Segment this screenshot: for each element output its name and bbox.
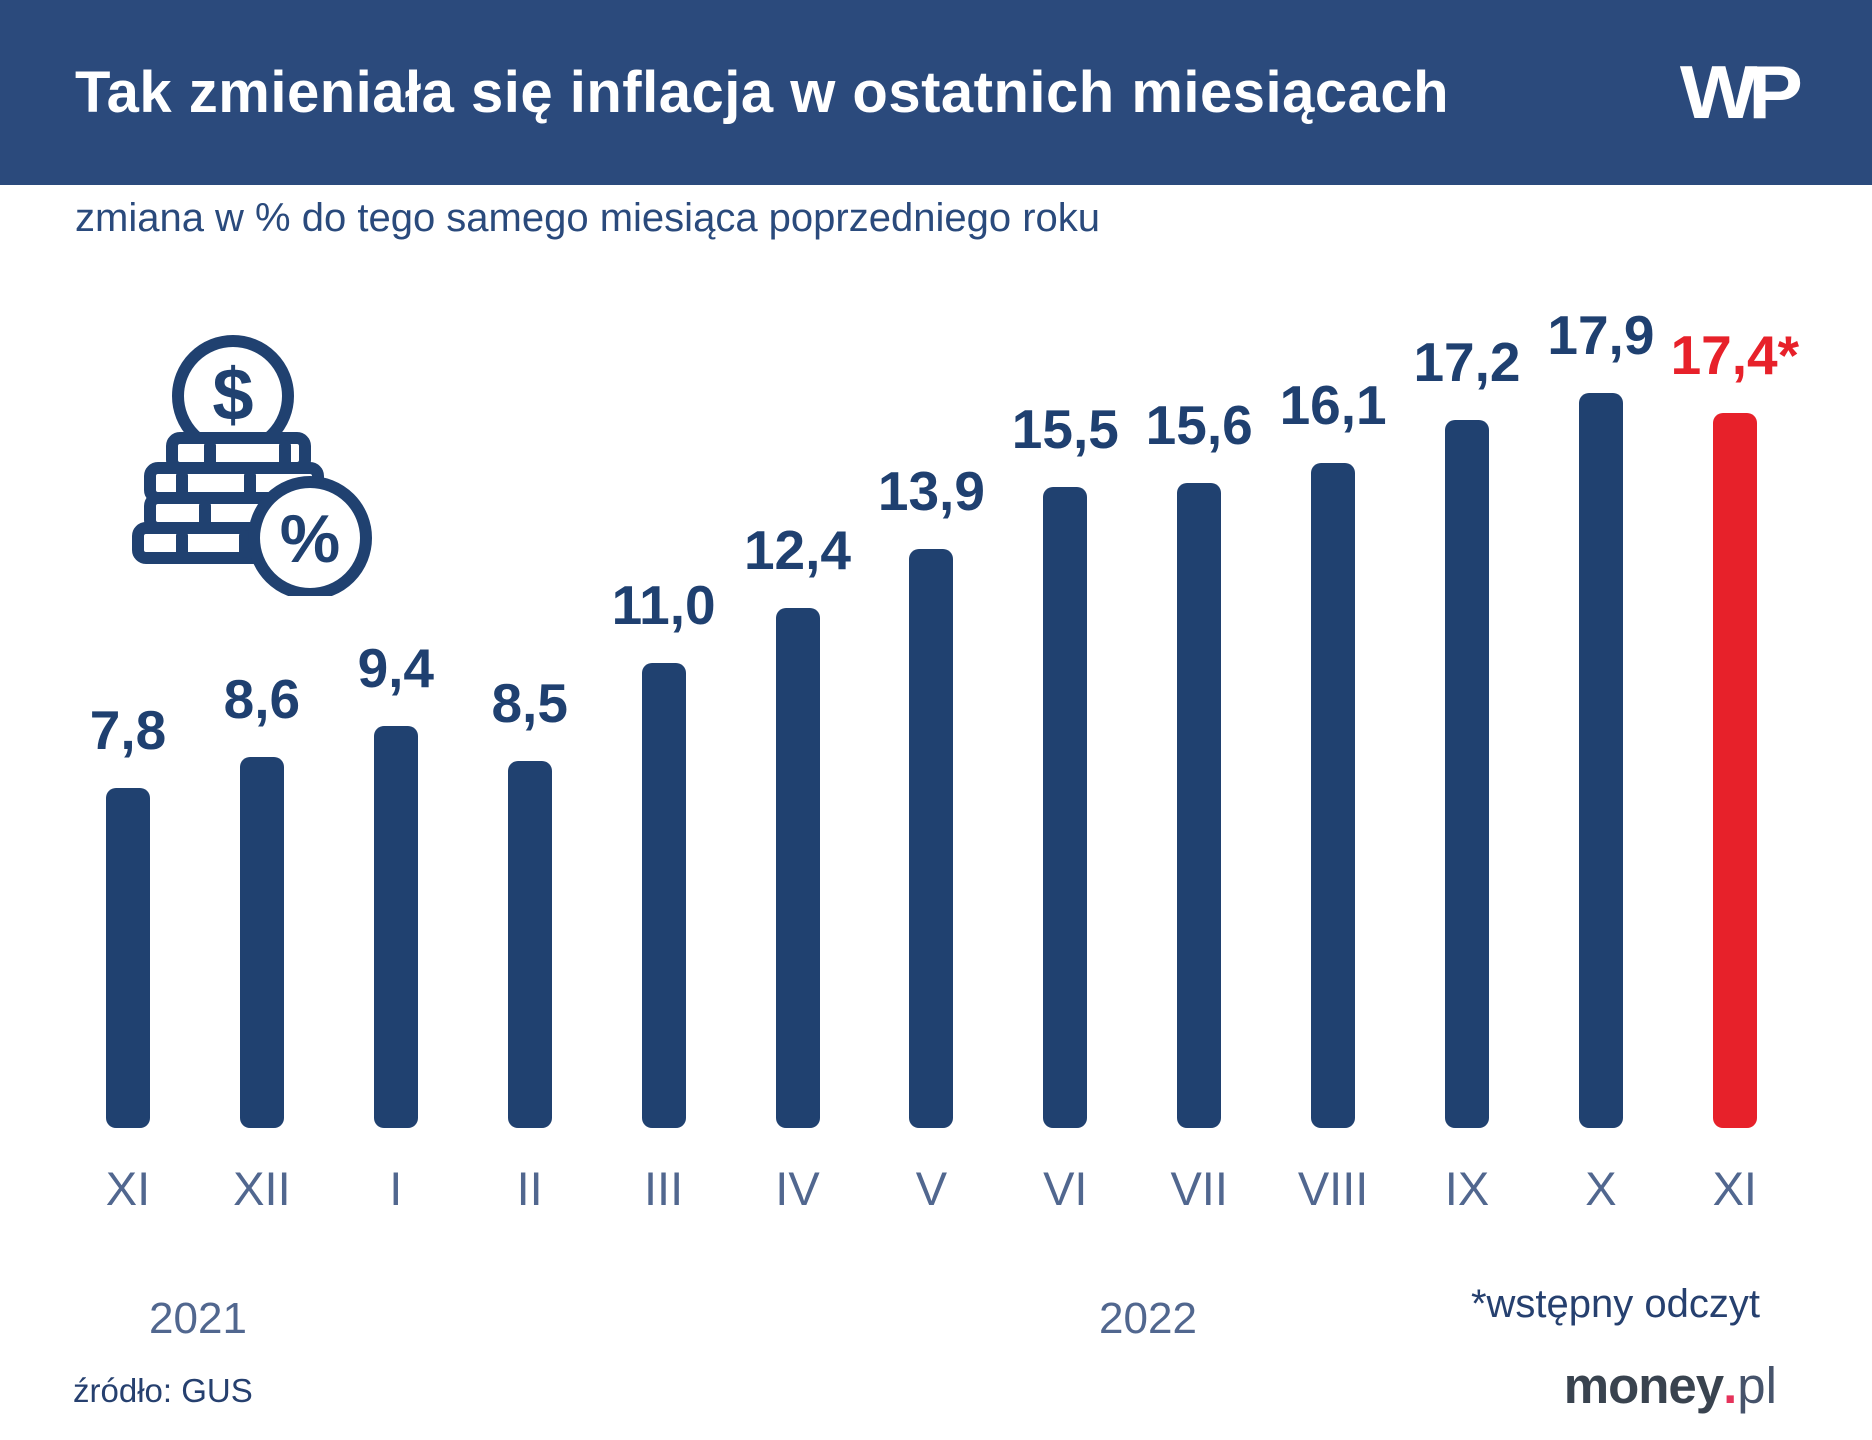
bar-VIII-9 [1311, 463, 1356, 1128]
year-label-2022: 2022 [1099, 1294, 1197, 1343]
x-axis-label: III [644, 1162, 684, 1215]
x-axis-label: X [1585, 1162, 1617, 1215]
bar-II-3 [507, 761, 552, 1128]
dollar-icon: $ [212, 353, 253, 436]
bar-III-4 [641, 663, 686, 1128]
x-axis-label: II [516, 1162, 543, 1215]
bar-XII-1 [239, 757, 284, 1128]
moneypl-logo-dot: . [1723, 1357, 1738, 1414]
bar-XI-12 [1712, 413, 1757, 1128]
bar-IX-10 [1445, 420, 1489, 1128]
coins-percent-icon: $ % [132, 335, 372, 596]
x-axis-label: IV [775, 1162, 820, 1215]
bar-value-label: 8,6 [223, 668, 301, 730]
bar-value-label: 8,5 [491, 672, 568, 734]
bar-value-label: 17,9 [1547, 304, 1655, 366]
bar-value-label: 11,0 [611, 574, 716, 636]
bar-XI-0 [106, 788, 150, 1128]
moneypl-logo: money.pl [1564, 1360, 1777, 1411]
bar-X-11 [1578, 393, 1623, 1128]
x-axis-label: I [389, 1162, 403, 1215]
page-title: Tak zmieniała się inflacja w ostatnich m… [75, 60, 1450, 125]
bar-value-label: 13,9 [877, 460, 985, 522]
bar-VII-8 [1177, 483, 1222, 1128]
wp-logo: WP [1679, 50, 1803, 134]
bar-VI-7 [1043, 487, 1088, 1128]
source-label: źródło: GUS [73, 1372, 253, 1409]
moneypl-logo-pl: pl [1737, 1357, 1777, 1414]
percent-icon: % [280, 501, 340, 577]
chart-subtitle: zmiana w % do tego samego miesiąca poprz… [75, 196, 1101, 240]
x-axis-label: V [915, 1162, 948, 1215]
year-label-2021: 2021 [149, 1294, 247, 1343]
x-axis-label: XI [1712, 1162, 1757, 1215]
bar-value-label: 12,4 [743, 519, 852, 581]
bar-value-label: 15,6 [1145, 394, 1253, 456]
x-axis-label: VI [1043, 1162, 1088, 1215]
x-axis-label: VIII [1297, 1162, 1369, 1215]
bar-value-label: 17,4* [1670, 324, 1800, 386]
bar-V-6 [909, 549, 954, 1128]
footnote: *wstępny odczyt [1470, 1282, 1760, 1326]
x-axis-label: VII [1170, 1162, 1228, 1215]
x-axis-label: IX [1444, 1162, 1490, 1215]
x-axis-label: XI [105, 1162, 151, 1215]
x-axis-label: XII [233, 1162, 291, 1215]
percent-coin-circle [248, 476, 372, 596]
bar-IV-5 [775, 608, 820, 1128]
header: Tak zmieniała się inflacja w ostatnich m… [0, 0, 1872, 185]
moneypl-logo-money: money [1563, 1357, 1724, 1414]
bar-value-label: 15,5 [1011, 398, 1119, 460]
bar-value-label: 7,8 [89, 699, 167, 761]
bar-I-2 [373, 726, 418, 1128]
bar-value-label: 9,4 [357, 637, 435, 699]
bar-value-label: 16,1 [1279, 374, 1387, 436]
bar-value-label: 17,2 [1413, 331, 1521, 393]
